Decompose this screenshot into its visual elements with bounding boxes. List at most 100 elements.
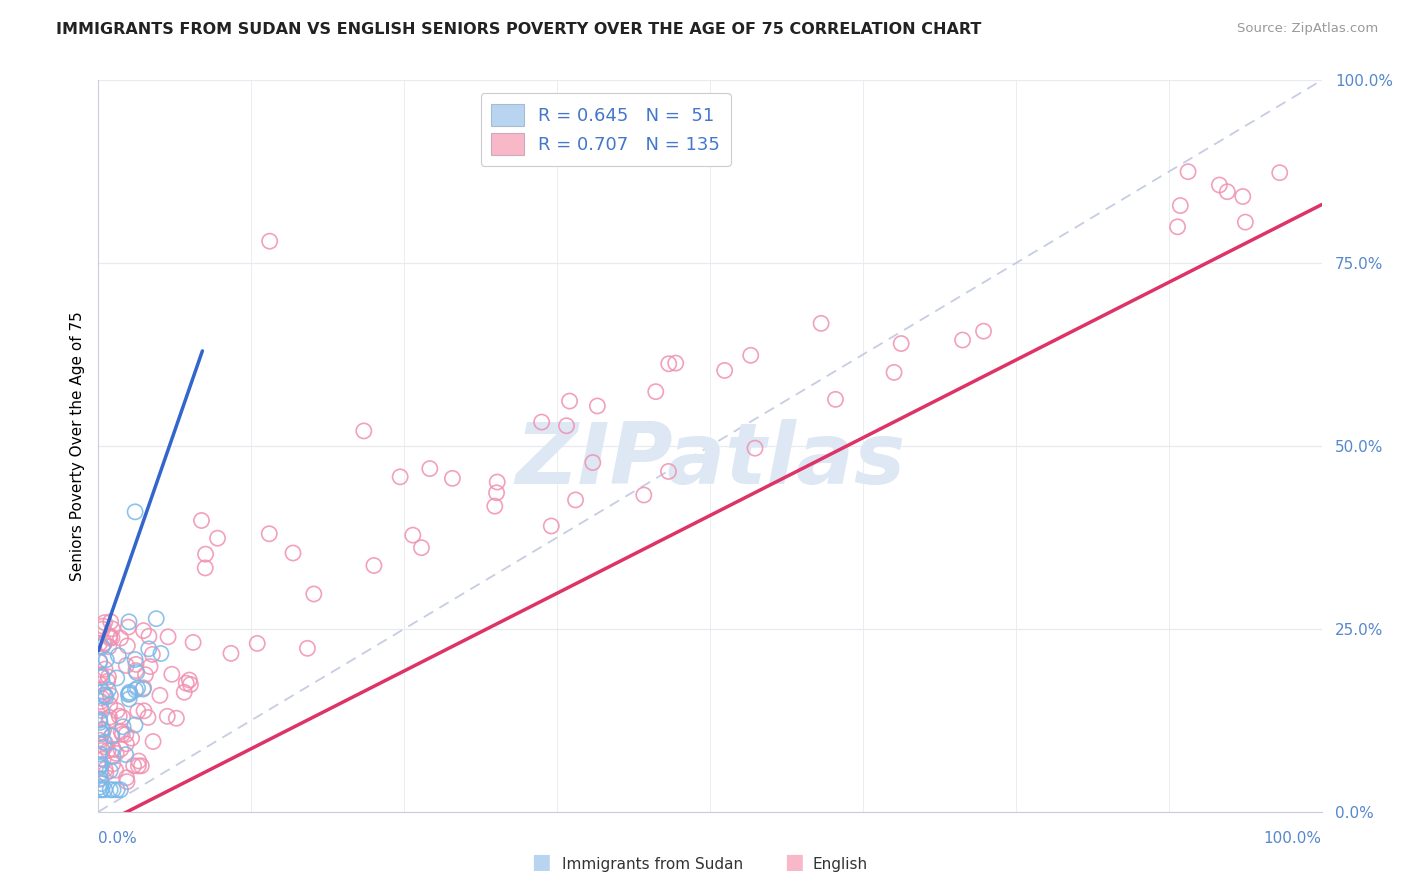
Point xyxy=(389,470,412,484)
Point xyxy=(165,711,187,725)
Point xyxy=(132,624,155,638)
Point xyxy=(486,475,509,489)
Point xyxy=(91,640,114,654)
Point xyxy=(90,776,112,790)
Point xyxy=(485,485,508,500)
Point xyxy=(94,662,117,676)
Point xyxy=(94,688,117,702)
Point xyxy=(101,622,124,636)
Point xyxy=(174,676,197,690)
Point xyxy=(89,758,111,772)
Point xyxy=(302,587,325,601)
Point xyxy=(125,657,148,672)
Point xyxy=(104,763,127,777)
Point xyxy=(97,683,120,698)
Point xyxy=(149,647,172,661)
Point xyxy=(108,709,131,723)
Point xyxy=(883,365,905,379)
Point xyxy=(101,756,124,771)
Point xyxy=(98,764,121,778)
Point xyxy=(89,747,111,761)
Point xyxy=(952,333,974,347)
Point xyxy=(125,664,148,678)
Point xyxy=(98,710,121,724)
Point xyxy=(103,742,125,756)
Point xyxy=(297,641,319,656)
Point xyxy=(824,392,846,407)
Point xyxy=(110,782,132,797)
Point xyxy=(132,682,155,697)
Point xyxy=(105,671,128,685)
Text: ■: ■ xyxy=(785,853,804,872)
Point xyxy=(90,725,112,739)
Point xyxy=(98,782,121,797)
Point xyxy=(128,754,150,768)
Point xyxy=(100,615,122,629)
Point xyxy=(115,658,138,673)
Point xyxy=(586,399,609,413)
Point xyxy=(132,704,155,718)
Point xyxy=(93,636,115,650)
Point xyxy=(441,471,464,485)
Point xyxy=(973,324,995,338)
Text: 100.0%: 100.0% xyxy=(1264,831,1322,846)
Point xyxy=(91,723,114,737)
Point xyxy=(112,720,135,734)
Point xyxy=(115,771,138,785)
Point xyxy=(90,667,112,681)
Point xyxy=(1234,215,1257,229)
Point xyxy=(259,526,281,541)
Point xyxy=(93,735,115,749)
Point xyxy=(558,394,581,409)
Point xyxy=(194,561,217,575)
Point xyxy=(100,729,122,743)
Point xyxy=(658,357,681,371)
Point xyxy=(157,630,180,644)
Point xyxy=(115,737,138,751)
Point xyxy=(1167,219,1189,234)
Point xyxy=(91,743,114,757)
Point xyxy=(101,631,124,645)
Point xyxy=(259,234,281,248)
Point xyxy=(1208,178,1230,192)
Point xyxy=(115,774,138,789)
Point xyxy=(124,718,146,732)
Point xyxy=(179,677,201,691)
Point xyxy=(121,731,143,745)
Point xyxy=(484,499,506,513)
Point xyxy=(124,505,146,519)
Point xyxy=(115,727,138,741)
Point xyxy=(134,667,156,681)
Point xyxy=(89,715,111,730)
Point xyxy=(127,681,149,696)
Point xyxy=(97,640,120,654)
Point xyxy=(555,418,578,433)
Point xyxy=(179,673,201,687)
Point xyxy=(98,631,121,645)
Point xyxy=(118,687,141,701)
Point xyxy=(90,671,112,685)
Point xyxy=(101,782,124,797)
Point xyxy=(118,615,141,629)
Point xyxy=(98,714,121,728)
Point xyxy=(131,759,153,773)
Point xyxy=(124,652,146,666)
Point xyxy=(122,758,145,772)
Point xyxy=(117,639,139,653)
Legend: R = 0.645   N =  51, R = 0.707   N = 135: R = 0.645 N = 51, R = 0.707 N = 135 xyxy=(481,93,731,166)
Point xyxy=(96,653,118,667)
Point xyxy=(101,729,124,743)
Point xyxy=(89,655,111,669)
Point xyxy=(117,620,139,634)
Point xyxy=(219,646,242,660)
Point xyxy=(91,685,114,699)
Point xyxy=(1216,185,1239,199)
Point xyxy=(94,766,117,780)
Point xyxy=(139,659,162,673)
Point xyxy=(90,690,112,705)
Point xyxy=(564,492,586,507)
Point xyxy=(1232,189,1254,203)
Point xyxy=(1177,164,1199,178)
Point xyxy=(665,356,688,370)
Point xyxy=(91,622,114,636)
